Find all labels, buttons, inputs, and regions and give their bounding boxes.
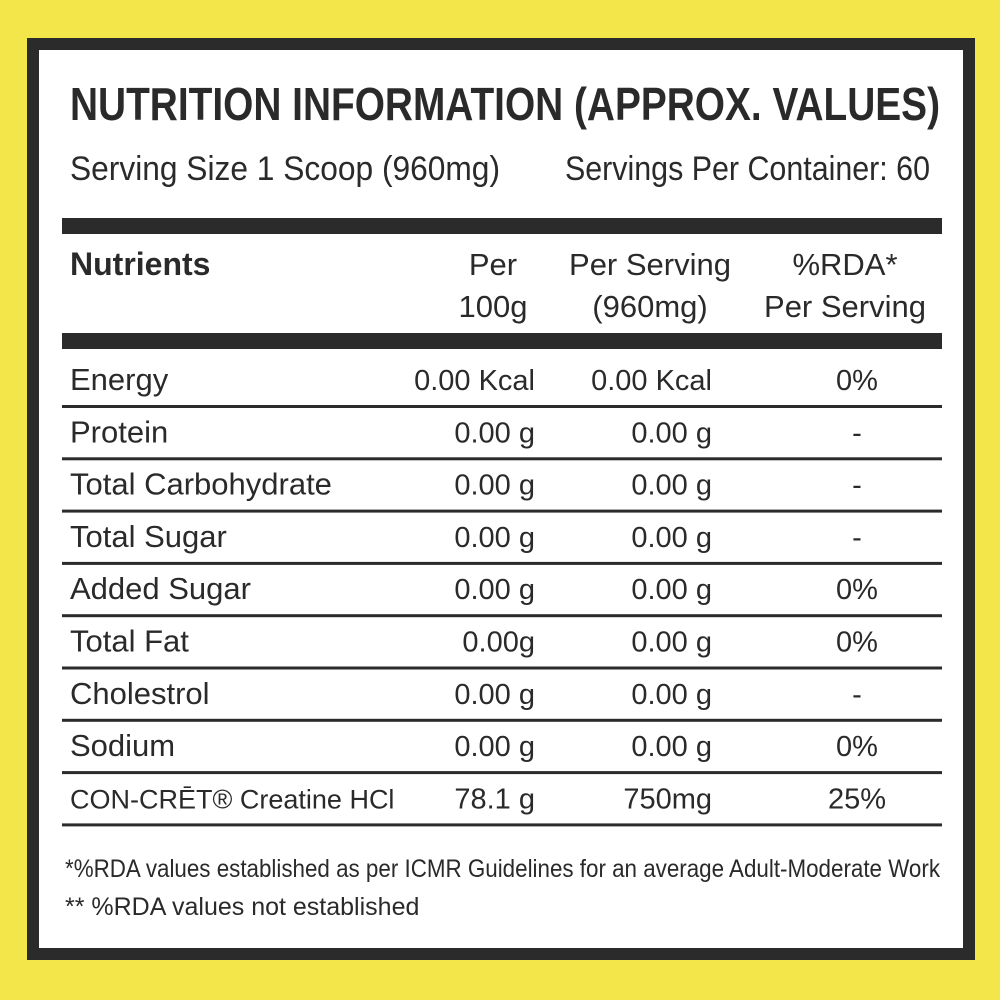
nutrient-value: - (852, 470, 862, 502)
column-header: (960mg) (592, 289, 707, 324)
footnote: *%RDA values established as per ICMR Gui… (65, 855, 940, 883)
row-divider (62, 405, 942, 408)
nutrient-value: 0.00 g (454, 731, 535, 763)
nutrient-name: Protein (70, 414, 168, 449)
nutrient-name: CON-CRĒT® Creatine HCl (70, 784, 394, 814)
nutrient-name: Added Sugar (70, 571, 251, 606)
nutrient-name: Total Carbohydrate (70, 467, 332, 502)
nutrient-value: 750mg (623, 783, 712, 815)
nutrient-value: 0.00 Kcal (591, 365, 712, 397)
nutrient-value: 25% (828, 783, 886, 815)
nutrient-value: 0.00 g (631, 574, 712, 606)
column-header: %RDA* (792, 247, 897, 282)
nutrient-name: Total Fat (70, 624, 189, 659)
nutrient-value: - (852, 417, 862, 449)
nutrient-value: 0.00 g (454, 522, 535, 554)
column-header: Per (469, 247, 517, 282)
column-header: 100g (459, 289, 528, 324)
nutrient-value: 0% (836, 627, 878, 659)
title: NUTRITION INFORMATION (APPROX. VALUES) (70, 78, 940, 130)
nutrient-value: - (852, 522, 862, 554)
row-divider (62, 771, 942, 775)
row-divider (62, 666, 942, 670)
nutrient-value: 0% (836, 574, 878, 606)
nutrient-name: Total Sugar (70, 519, 227, 554)
nutrient-value: 0.00 g (631, 627, 712, 659)
nutrient-value: 0% (836, 731, 878, 763)
column-header: Nutrients (70, 246, 210, 282)
column-header: Per Serving (569, 247, 731, 282)
nutrient-name: Energy (70, 362, 169, 397)
nutrient-value: 0.00 g (454, 417, 535, 449)
frame (27, 38, 975, 960)
nutrient-value: 0.00 g (454, 470, 535, 502)
nutrient-value: 78.1 g (454, 783, 535, 815)
row-divider (62, 457, 942, 461)
nutrient-name: Cholestrol (70, 676, 210, 711)
row-divider (62, 561, 942, 565)
servings-per-container: Servings Per Container: 60 (565, 150, 930, 188)
footnote: ** %RDA values not established (65, 893, 419, 921)
row-divider (62, 718, 942, 722)
header-bar (62, 218, 942, 234)
nutrient-value: 0% (836, 365, 878, 397)
nutrient-value: 0.00g (462, 627, 535, 659)
nutrient-value: 0.00 g (631, 731, 712, 763)
nutrient-value: 0.00 g (631, 522, 712, 554)
nutrient-value: - (852, 679, 862, 711)
nutrient-value: 0.00 Kcal (414, 365, 535, 397)
row-divider (62, 614, 942, 618)
nutrient-value: 0.00 g (454, 574, 535, 606)
nutrient-value: 0.00 g (631, 417, 712, 449)
table: Nutrients Per 100g Per Serving (960mg) %RDA* P… (62, 246, 942, 827)
row-divider (62, 509, 942, 513)
serving-size: Serving Size 1 Scoop (960mg) (70, 150, 500, 188)
nutrient-name: Sodium (70, 728, 175, 763)
column-header: Per Serving (764, 289, 926, 324)
nutrient-value: 0.00 g (454, 679, 535, 711)
row-divider (62, 823, 942, 827)
nutrient-value: 0.00 g (631, 470, 712, 502)
nutrient-value: 0.00 g (631, 679, 712, 711)
header-bar (62, 333, 942, 349)
